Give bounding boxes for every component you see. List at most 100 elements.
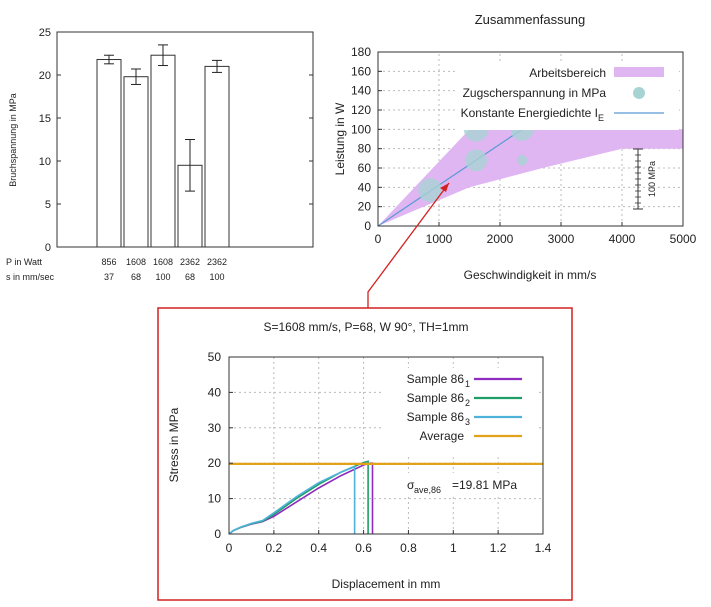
legend-area-label: Arbeitsbereich xyxy=(529,66,606,80)
connector-arrow xyxy=(367,182,450,308)
summary-work-area xyxy=(378,129,683,226)
series-line xyxy=(228,465,356,535)
stress-legend-label: Sample 86 xyxy=(407,372,465,386)
annotation-sigma: σ xyxy=(407,478,415,492)
summary-x-tick-label: 1000 xyxy=(426,232,453,246)
stress-x-tick-label: 1.4 xyxy=(535,541,552,555)
summary-y-tick-label: 40 xyxy=(358,180,372,194)
bar-chart-bars xyxy=(96,44,230,248)
bar-chart-y-tick-label: 0 xyxy=(45,242,51,254)
summary-x-tick-label: 5000 xyxy=(670,232,697,246)
bar xyxy=(150,54,176,248)
stress-legend-label: Sample 86 xyxy=(407,410,465,424)
stress-y-tick-label: 50 xyxy=(208,350,222,364)
stress-x-tick-label: 1.2 xyxy=(490,541,507,555)
summary-y-label: Leistung in W xyxy=(333,102,347,175)
bar xyxy=(123,76,149,248)
category-label-p: 1608 xyxy=(153,257,173,267)
summary-chart: Zusammenfassung 100 MPa 0 1000 2000 3000 400… xyxy=(333,12,697,282)
legend-line-subscript: E xyxy=(598,113,604,123)
svg-text:σ: σ xyxy=(407,478,415,492)
stress-x-tick-label: 0.8 xyxy=(400,541,417,555)
bar-chart-y-tick-label: 15 xyxy=(39,113,51,125)
category-label-s: 68 xyxy=(131,272,141,282)
stress-x-tick-label: 0.4 xyxy=(310,541,327,555)
bar-chart-y-ticks: 0 5 10 15 20 25 xyxy=(39,27,313,254)
summary-x-label: Geschwindigkeit in mm/s xyxy=(464,268,597,282)
stress-chart-frame xyxy=(228,356,544,535)
summary-y-tick-label: 20 xyxy=(358,200,372,214)
summary-legend: Arbeitsbereich Zugscherspannung in MPa K… xyxy=(455,62,679,130)
bar-chart-y-label: Bruchspannung in MPa xyxy=(8,93,18,187)
bar xyxy=(204,65,230,248)
stress-y-tick-label: 0 xyxy=(214,527,221,541)
summary-x-tick-label: 3000 xyxy=(548,232,575,246)
summary-y-tick-label: 80 xyxy=(358,142,372,156)
legend-area-swatch xyxy=(614,67,664,77)
summary-x-tick-label: 4000 xyxy=(609,232,636,246)
summary-y-tick-label: 100 xyxy=(351,122,371,136)
scale-bar-label: 100 MPa xyxy=(647,161,657,197)
annotation-value: =19.81 MPa xyxy=(452,478,517,492)
category-label-p: 2362 xyxy=(207,257,227,267)
stress-x-tick-label: 0 xyxy=(226,541,233,555)
stress-legend-subscript: 1 xyxy=(465,379,470,389)
summary-energy-line xyxy=(377,128,523,227)
summary-y-ticks: 0 20 40 60 80 100 120 140 160 180 xyxy=(351,45,382,233)
summary-x-tick-label: 2000 xyxy=(487,232,514,246)
summary-chart-title: Zusammenfassung xyxy=(475,12,586,27)
category-label-s: 37 xyxy=(104,272,114,282)
bar-chart-y-tick-label: 10 xyxy=(39,156,51,168)
category-label-s: 68 xyxy=(185,272,195,282)
stress-legend-label: Sample 86 xyxy=(407,391,465,405)
stress-legend-label: Average xyxy=(420,429,465,443)
annotation-subscript: ave,86 xyxy=(414,485,441,495)
summary-y-tick-label: 180 xyxy=(351,45,371,59)
summary-y-tick-label: 160 xyxy=(351,64,371,78)
stress-y-tick-label: 30 xyxy=(208,421,222,435)
bar-chart-y-tick-label: 20 xyxy=(39,70,51,82)
bar-chart-row-label-s: s in mm/sec xyxy=(6,272,55,282)
stress-legend-subscript: 3 xyxy=(465,417,470,427)
average-annotation: σ ave,86 =19.81 MPa xyxy=(404,473,528,497)
stress-series xyxy=(228,460,374,535)
stress-chart-title: S=1608 mm/s, P=68, W 90°, TH=1mm xyxy=(264,320,469,334)
stress-x-ticks: 0 0.2 0.4 0.6 0.8 1 1.2 1.4 xyxy=(226,530,552,555)
stress-chart-highlight-box xyxy=(157,307,573,601)
stress-y-label: Stress in MPa xyxy=(167,407,181,482)
stress-chart: S=1608 mm/s, P=68, W 90°, TH=1mm 0 0.2 0.4… xyxy=(157,307,573,601)
stress-y-tick-label: 20 xyxy=(208,456,222,470)
summary-x-ticks: 0 1000 2000 3000 4000 5000 xyxy=(375,222,697,246)
summary-x-tick-label: 0 xyxy=(375,232,382,246)
stress-x-tick-label: 0.6 xyxy=(355,541,372,555)
stress-x-tick-label: 1 xyxy=(450,541,457,555)
stress-y-ticks: 0 10 20 30 40 50 xyxy=(208,350,233,541)
category-label-s: 100 xyxy=(209,272,224,282)
bar-chart: Bruchspannung in MPa 0 5 10 15 20 25 P in Wat… xyxy=(6,27,314,282)
stress-x-label: Displacement in mm xyxy=(332,577,441,591)
data-point xyxy=(418,178,443,203)
bar-chart-category-labels: 856 37 1608 68 1608 100 2362 68 2362 100 xyxy=(101,257,227,282)
bar-chart-y-tick-label: 25 xyxy=(39,27,51,39)
stress-y-tick-label: 10 xyxy=(208,492,222,506)
legend-points-label: Zugscherspannung in MPa xyxy=(463,86,607,100)
summary-scale-bar: 100 MPa xyxy=(633,148,657,210)
summary-chart-frame xyxy=(377,51,684,227)
data-point xyxy=(516,155,528,166)
category-label-p: 856 xyxy=(101,257,116,267)
category-label-s: 100 xyxy=(155,272,170,282)
bar-chart-row-label-p: P in Watt xyxy=(6,257,43,267)
summary-y-tick-label: 0 xyxy=(364,219,371,233)
bar xyxy=(96,59,122,248)
summary-y-tick-label: 60 xyxy=(358,161,372,175)
summary-y-tick-label: 120 xyxy=(351,103,371,117)
legend-line-label: Konstante Energiedichte I xyxy=(461,106,598,120)
category-label-p: 2362 xyxy=(180,257,200,267)
stress-legend-subscript: 2 xyxy=(465,398,470,408)
category-label-p: 1608 xyxy=(126,257,146,267)
data-point xyxy=(465,149,487,172)
stress-x-tick-label: 0.2 xyxy=(266,541,283,555)
